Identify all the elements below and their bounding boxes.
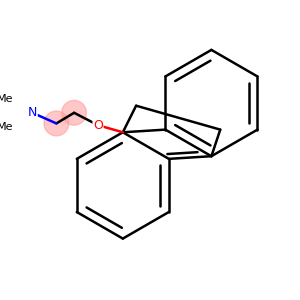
Text: N: N: [28, 106, 37, 119]
Text: Me: Me: [0, 94, 13, 103]
Text: Me: Me: [0, 122, 13, 132]
Circle shape: [62, 100, 86, 125]
Circle shape: [44, 111, 69, 136]
Text: O: O: [93, 119, 103, 132]
